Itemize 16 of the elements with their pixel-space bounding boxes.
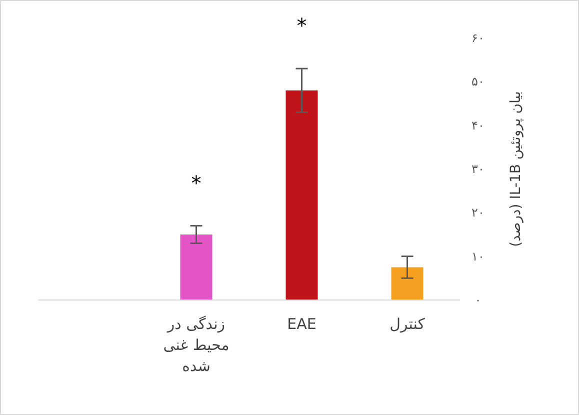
y-tick-label: ۳۰	[472, 162, 484, 176]
data-label: *	[296, 14, 307, 38]
bar	[286, 90, 318, 300]
y-tick-label: ۰	[474, 293, 482, 307]
x-tick-label: زندگی در محیط غنی شده	[162, 314, 230, 377]
bar	[391, 267, 424, 300]
y-tick-label: ۴۰	[472, 118, 484, 132]
y-axis-title: بیان پروتئین IL-1B (درصد)	[508, 91, 524, 247]
x-tick-label: کنترل	[388, 314, 426, 335]
y-tick-label: ۱۰	[472, 249, 484, 264]
y-tick-label: ۲۰	[472, 206, 484, 220]
bar	[180, 234, 212, 300]
y-tick-label: ۵۰	[472, 74, 484, 89]
y-tick-label: ۶۰	[472, 31, 484, 45]
x-tick-label: EAE	[286, 314, 318, 335]
data-label: *	[191, 170, 202, 195]
